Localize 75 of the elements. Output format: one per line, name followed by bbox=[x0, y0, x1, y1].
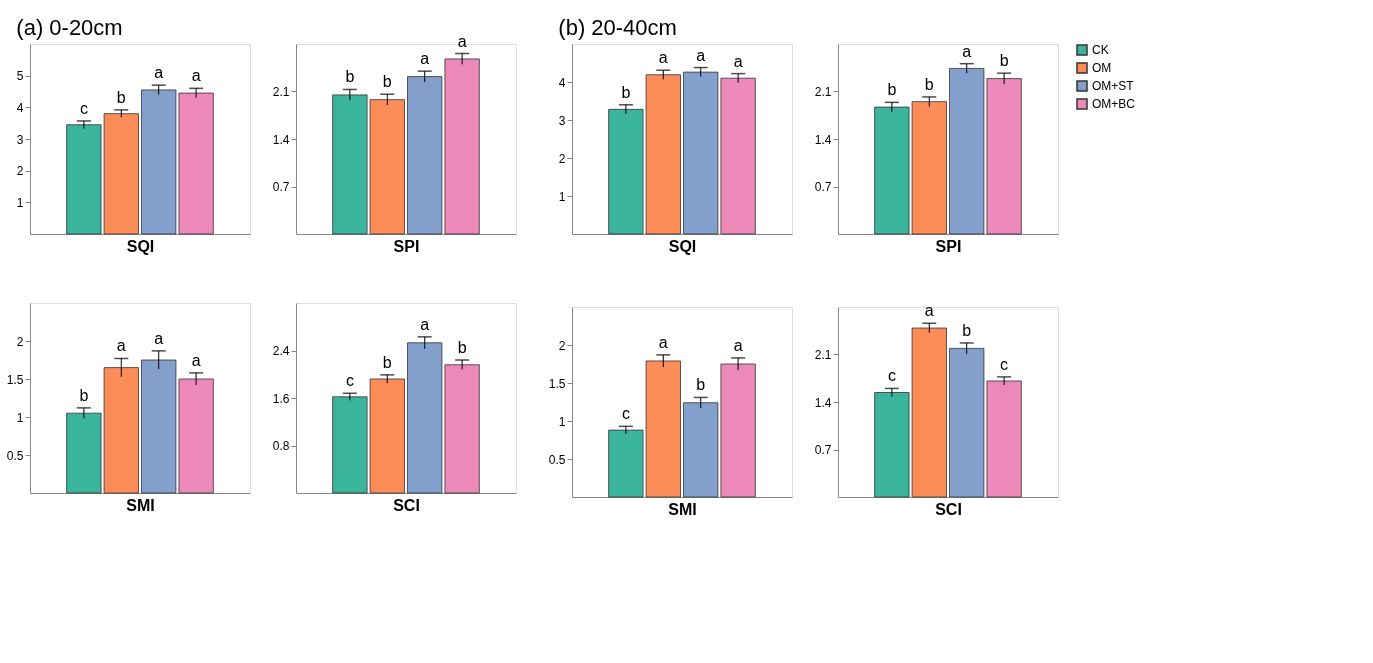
y-tick-label: 1 bbox=[558, 189, 566, 204]
annotation: b bbox=[962, 321, 972, 339]
annotation: a bbox=[154, 64, 164, 82]
chart-title: (b) 20-40cm bbox=[558, 15, 677, 40]
y-tick-label: 1.4 bbox=[814, 395, 832, 410]
y-tick-label: 2.1 bbox=[272, 85, 290, 99]
x-axis-title: SMI bbox=[126, 496, 155, 514]
annotation: c bbox=[345, 372, 354, 390]
y-tick-label: 0.7 bbox=[814, 443, 832, 457]
annotation: a bbox=[733, 52, 743, 70]
annotation: a bbox=[420, 315, 430, 333]
y-tick-label: 1.6 bbox=[272, 391, 290, 406]
y-tick-label: 1.5 bbox=[6, 372, 24, 387]
annotation: b bbox=[887, 81, 897, 99]
x-axis-title: SQI bbox=[126, 237, 155, 255]
annotation: a bbox=[696, 46, 706, 64]
x-axis-title: SCI bbox=[935, 500, 962, 518]
y-tick-label: 4 bbox=[558, 75, 566, 90]
y-tick-label: 0.5 bbox=[548, 452, 566, 467]
x-axis-title: SQI bbox=[668, 237, 697, 255]
y-tick-label: 2 bbox=[16, 334, 24, 349]
annotation: a bbox=[924, 302, 934, 320]
annotation: a bbox=[191, 351, 201, 369]
y-tick-label: 1.4 bbox=[814, 132, 832, 147]
y-tick-label: 1 bbox=[16, 195, 24, 210]
annotation: b bbox=[924, 75, 934, 93]
annotation: a bbox=[154, 329, 164, 347]
legend-label: CK bbox=[1092, 43, 1109, 57]
y-tick-label: 0.7 bbox=[814, 180, 832, 194]
annotation: b bbox=[79, 386, 89, 404]
y-tick-label: 2.1 bbox=[814, 348, 832, 362]
annotation: b bbox=[621, 83, 631, 101]
y-tick-label: 2.4 bbox=[272, 344, 290, 358]
chart-title: (a) 0-20cm bbox=[16, 15, 123, 40]
y-tick-label: 1.5 bbox=[548, 376, 566, 391]
annotation: c bbox=[1000, 355, 1009, 373]
annotation: a bbox=[116, 337, 126, 355]
annotation: a bbox=[658, 49, 668, 67]
y-tick-label: 2 bbox=[558, 338, 566, 353]
annotation: a bbox=[191, 67, 201, 85]
annotation: a bbox=[962, 42, 972, 60]
annotation: c bbox=[79, 99, 88, 117]
y-tick-label: 3 bbox=[558, 113, 566, 128]
legend-label: OM+ST bbox=[1092, 79, 1135, 93]
annotation: b bbox=[457, 339, 467, 356]
annotation: b bbox=[382, 73, 392, 91]
x-axis-title: SPI bbox=[935, 237, 962, 255]
x-axis-title: SPI bbox=[393, 237, 420, 255]
y-tick-label: 5 bbox=[16, 69, 24, 84]
annotation: b bbox=[382, 353, 392, 371]
annotation: b bbox=[116, 88, 126, 106]
y-tick-label: 1 bbox=[558, 414, 566, 429]
y-tick-label: 2.1 bbox=[814, 85, 832, 99]
annotation: c bbox=[621, 405, 630, 423]
annotation: c bbox=[887, 367, 896, 385]
annotation: a bbox=[420, 50, 430, 68]
y-tick-label: 2 bbox=[558, 151, 566, 166]
x-axis-title: SMI bbox=[668, 500, 697, 518]
annotation: b bbox=[696, 376, 706, 394]
y-tick-label: 1.4 bbox=[272, 132, 290, 147]
x-axis-title: SCI bbox=[393, 496, 420, 514]
y-tick-label: 0.7 bbox=[272, 180, 290, 194]
legend-label: OM bbox=[1092, 61, 1112, 75]
annotation: b bbox=[345, 68, 355, 86]
y-tick-label: 0.5 bbox=[6, 448, 24, 463]
legend-label: OM+BC bbox=[1092, 97, 1136, 111]
y-tick-label: 0.8 bbox=[272, 439, 290, 453]
annotation: a bbox=[658, 333, 668, 351]
y-tick-label: 4 bbox=[16, 100, 24, 115]
annotation: a bbox=[457, 32, 467, 50]
y-tick-label: 3 bbox=[16, 132, 24, 147]
y-tick-label: 1 bbox=[16, 410, 24, 425]
annotation: b bbox=[999, 52, 1009, 70]
annotation: a bbox=[733, 336, 743, 354]
y-tick-label: 2 bbox=[16, 164, 24, 179]
